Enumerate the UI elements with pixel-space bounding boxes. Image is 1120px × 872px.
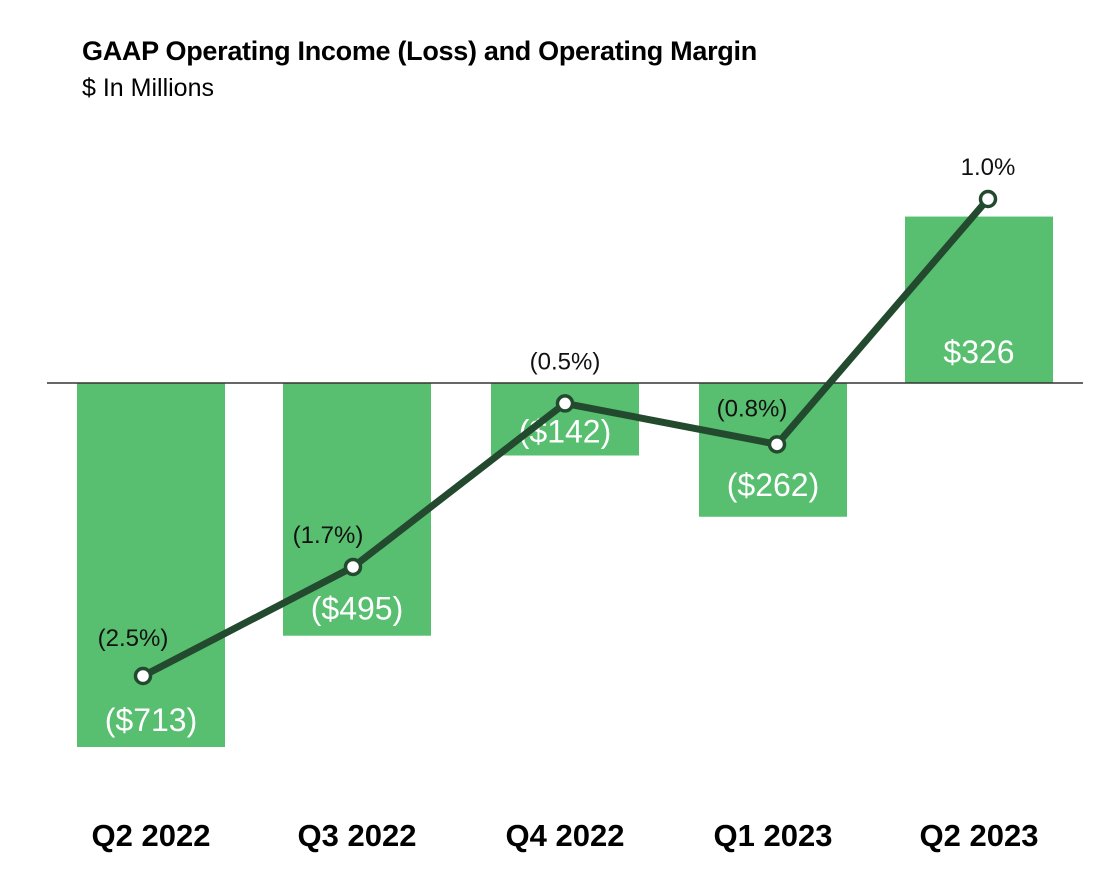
x-tick-label: Q4 2022	[506, 818, 625, 853]
bar-value-label: $326	[943, 334, 1014, 370]
bar-value-label: ($142)	[519, 414, 612, 450]
x-tick-label: Q1 2023	[714, 818, 833, 853]
x-tick-label: Q2 2023	[920, 818, 1039, 853]
margin-point	[978, 189, 998, 209]
margin-label: (0.5%)	[530, 348, 601, 375]
chart-subtitle: $ In Millions	[82, 74, 214, 102]
margin-label: (2.5%)	[98, 625, 169, 652]
margin-label: (1.7%)	[293, 522, 364, 549]
bar-value-label: ($713)	[105, 702, 198, 738]
margin-point	[133, 666, 153, 686]
bar-value-label: ($495)	[311, 591, 404, 627]
bar-q2-2023	[905, 216, 1053, 383]
margin-point	[555, 394, 575, 413]
margin-label: 1.0%	[961, 154, 1016, 181]
margin-point	[343, 557, 363, 577]
chart-title: GAAP Operating Income (Loss) and Operati…	[82, 36, 757, 66]
margin-point	[767, 435, 787, 454]
margin-label: (0.8%)	[717, 395, 788, 422]
x-tick-label: Q3 2022	[298, 818, 417, 853]
bar-value-label: ($262)	[727, 467, 820, 503]
x-tick-label: Q2 2022	[92, 818, 211, 853]
bar-q2-2022	[77, 383, 225, 747]
